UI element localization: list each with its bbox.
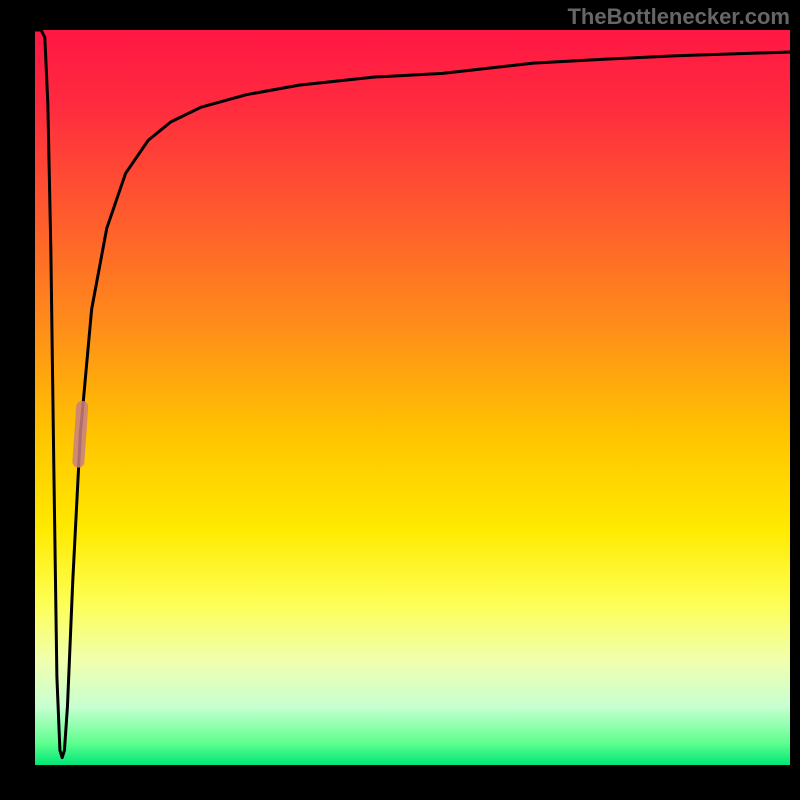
bottleneck-chart: TheBottlenecker.com: [0, 0, 800, 800]
watermark-text: TheBottlenecker.com: [567, 4, 790, 30]
chart-svg: [0, 0, 800, 800]
highlight-marker: [78, 407, 82, 462]
